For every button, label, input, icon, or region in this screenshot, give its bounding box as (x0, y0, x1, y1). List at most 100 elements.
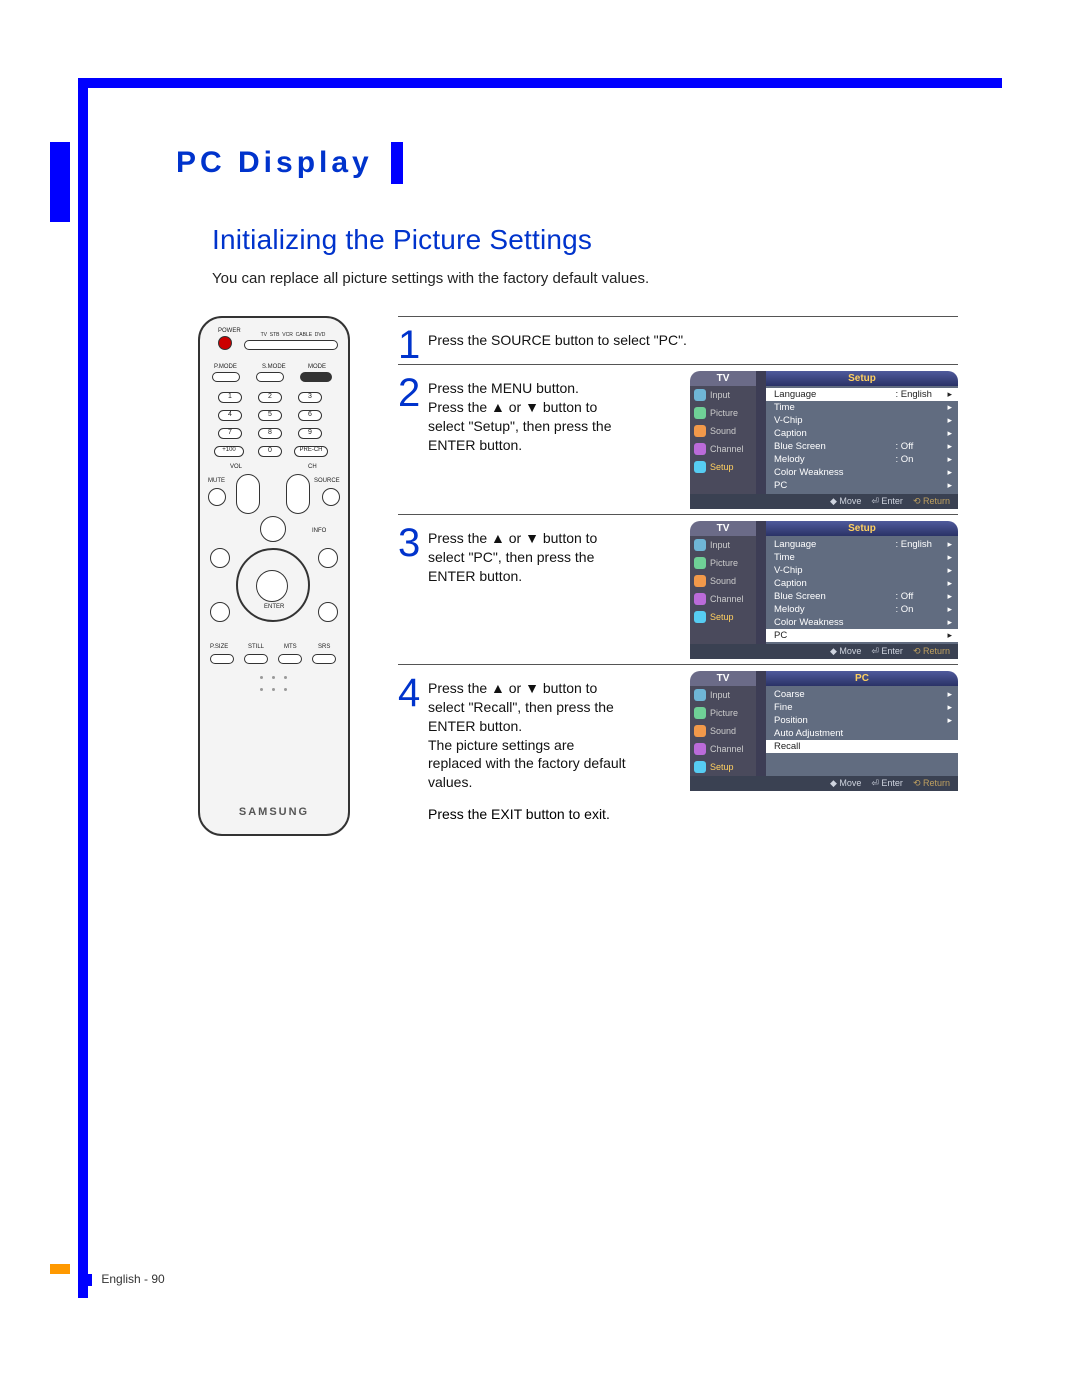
osd-foot-enter: ⏎ Enter (871, 646, 903, 657)
osd-side-icon (694, 443, 706, 455)
osd-head-title: PC (766, 671, 958, 686)
osd-row: Position▸ (766, 714, 958, 727)
step-text: Press the ▲ or ▼ button to select "PC", … (428, 529, 628, 586)
osd-side-item: Input (690, 686, 756, 704)
step-num: 4 (398, 671, 420, 716)
osd-side-label: Setup (710, 462, 734, 472)
osd-side-label: Picture (710, 708, 738, 718)
osd-row-name: Color Weakness (774, 617, 895, 628)
osd-row: Language: English▸ (766, 388, 958, 401)
remote-device-labels: TV STB VCR CABLE DVD (248, 332, 338, 338)
osd-side-icon (694, 689, 706, 701)
osd-side-item: Picture (690, 704, 756, 722)
osd-head-title: Setup (766, 371, 958, 386)
osd-row: PC▸ (766, 479, 958, 492)
osd-side: InputPictureSoundChannelSetup (690, 536, 756, 644)
osd-row-name: Melody (774, 454, 895, 465)
remote-power-label: POWER (218, 328, 241, 334)
osd-row: Time▸ (766, 551, 958, 564)
enter-label: ENTER (264, 604, 284, 610)
chevron-right-icon: ▸ (947, 578, 952, 589)
step-extra: Press the EXIT button to exit. (428, 806, 958, 822)
osd-row: Color Weakness▸ (766, 616, 958, 629)
remote-btn (256, 372, 284, 382)
osd-side-icon (694, 557, 706, 569)
remote-btn (312, 654, 336, 664)
step-4: 4 Press the ▲ or ▼ button to select "Rec… (398, 665, 958, 845)
chevron-right-icon: ▸ (947, 591, 952, 602)
osd-row-val: : Off (895, 441, 947, 452)
step-text: Press the ▲ or ▼ button to select "Recal… (428, 679, 628, 792)
osd-row-name: Caption (774, 578, 895, 589)
osd-row: Language: English▸ (766, 538, 958, 551)
osd-row-val: : On (895, 454, 947, 465)
osd-side-label: Channel (710, 744, 744, 754)
osd-side-label: Channel (710, 444, 744, 454)
remote-num: 5 (258, 410, 282, 421)
step-num: 3 (398, 521, 420, 566)
chevron-right-icon: ▸ (947, 604, 952, 615)
remote-num: 1 (218, 392, 242, 403)
chevron-right-icon: ▸ (947, 402, 952, 413)
osd-side-label: Setup (710, 762, 734, 772)
osd-row-name: Caption (774, 428, 895, 439)
chevron-right-icon: ▸ (947, 702, 952, 713)
remote-btn (318, 548, 338, 568)
chevron-right-icon: ▸ (947, 389, 952, 400)
osd-foot: ◆ Move ⏎ Enter ⟲ Return (690, 776, 958, 791)
osd-row: Recall (766, 740, 958, 753)
osd-side-label: Input (710, 690, 730, 700)
osd-side-item: Channel (690, 740, 756, 758)
osd-row: Fine▸ (766, 701, 958, 714)
page-footer: English - 90 (88, 1272, 165, 1286)
osd-head-tv: TV (690, 371, 756, 386)
remote-btn (300, 372, 332, 382)
osd-row-val: : Off (895, 591, 947, 602)
vol-rocker (236, 474, 260, 514)
osd-side: InputPictureSoundChannelSetup (690, 686, 756, 776)
psize-label: P.SIZE (210, 644, 228, 650)
osd-row-name: PC (774, 480, 895, 491)
osd-row-name: Color Weakness (774, 467, 895, 478)
osd-side-icon (694, 407, 706, 419)
osd-row: Caption▸ (766, 427, 958, 440)
osd-foot-move: ◆ Move (830, 778, 861, 789)
osd-side-icon (694, 725, 706, 737)
dot (272, 676, 275, 679)
remote-num: 2 (258, 392, 282, 403)
osd-row-val: : English (895, 389, 947, 400)
osd-setup-2: TV Setup InputPictureSoundChannelSetup L… (690, 521, 958, 659)
osd-side-icon (694, 389, 706, 401)
chevron-right-icon: ▸ (947, 715, 952, 726)
osd-head: TV Setup (690, 371, 958, 386)
osd-side-icon (694, 743, 706, 755)
remote-num: 6 (298, 410, 322, 421)
still-label: STILL (248, 644, 264, 650)
remote-num: +100 (214, 446, 244, 457)
osd-row-name: V-Chip (774, 415, 895, 426)
section-desc: You can replace all picture settings wit… (212, 270, 996, 287)
remote-btn (210, 548, 230, 568)
osd-row-val: : On (895, 604, 947, 615)
step-text: Press the SOURCE button to select "PC". (428, 331, 848, 350)
chevron-right-icon: ▸ (947, 415, 952, 426)
osd-row: Auto Adjustment (766, 727, 958, 740)
osd-side-icon (694, 575, 706, 587)
osd-row: Blue Screen: Off▸ (766, 440, 958, 453)
osd-row: V-Chip ▸ (766, 414, 958, 427)
tab-label: PC Display (116, 142, 403, 184)
osd-row-name: Blue Screen (774, 591, 895, 602)
remote-btn (210, 654, 234, 664)
osd-main: Language: English▸Time▸V-Chip ▸ Caption ▸ Bl… (766, 536, 958, 644)
osd-row: Color Weakness▸ (766, 466, 958, 479)
osd-side-icon (694, 461, 706, 473)
osd-side-item: Setup (690, 608, 756, 626)
osd-row: PC▸ (766, 629, 958, 642)
remote-num: 8 (258, 428, 282, 439)
osd-row-name: V-Chip (774, 565, 895, 576)
osd-side-item: Channel (690, 590, 756, 608)
osd-side-item: Setup (690, 458, 756, 476)
osd-side-label: Picture (710, 408, 738, 418)
footer-accent (50, 1264, 70, 1274)
step-num: 1 (398, 323, 420, 368)
